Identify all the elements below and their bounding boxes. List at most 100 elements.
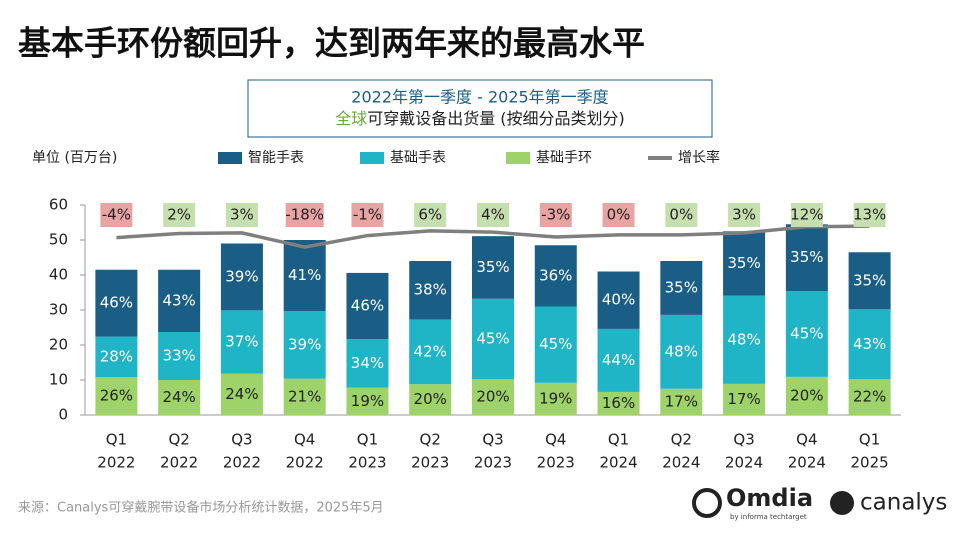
share-label: 33% (162, 347, 195, 365)
bar-segment (95, 269, 138, 337)
share-label: 42% (414, 342, 447, 360)
growth-label-box (351, 203, 384, 227)
bar-segment (534, 306, 577, 383)
share-label: 41% (288, 266, 321, 284)
y-tick-label: 20 (49, 336, 68, 354)
share-label: 43% (853, 335, 886, 353)
share-label: 20% (476, 388, 509, 406)
growth-label: -3% (541, 206, 570, 224)
bar-segment (346, 387, 389, 415)
bar-segment (534, 245, 577, 307)
x-tick-label: Q2 (671, 431, 692, 449)
x-tick-label: Q4 (796, 431, 817, 449)
logo-omdia: Omdia (726, 484, 813, 512)
x-tick-label: 2023 (474, 454, 512, 472)
growth-label-box (539, 203, 572, 227)
chart-title: 基本手环份额回升，达到两年来的最高水平 (18, 24, 645, 63)
growth-label-box (477, 203, 509, 227)
bar-segment (660, 314, 703, 389)
growth-label-box (100, 203, 133, 227)
share-label: 24% (225, 385, 258, 403)
growth-label: 6% (418, 206, 442, 224)
bar-segment (848, 252, 891, 310)
x-tick-label: Q2 (168, 431, 189, 449)
bar-segment (472, 298, 514, 380)
logo-canalys: canalys (860, 490, 947, 516)
x-tick-label: 2024 (662, 454, 700, 472)
growth-label: 0% (669, 206, 693, 224)
x-tick-label: Q4 (545, 431, 566, 449)
subtitle-2: 全球可穿戴设备出货量 (按细分品类划分) (335, 109, 625, 128)
share-label: 45% (539, 335, 572, 353)
share-label: 35% (476, 258, 509, 276)
x-tick-label: Q1 (106, 431, 127, 449)
x-tick-label: 2024 (725, 454, 763, 472)
x-tick-label: 2022 (97, 454, 135, 472)
x-tick-label: Q3 (231, 431, 252, 449)
share-label: 17% (727, 390, 760, 408)
share-label: 46% (351, 296, 384, 314)
legend-label: 智能手表 (248, 150, 304, 166)
x-tick-label: 2023 (537, 454, 575, 472)
bar-segment (848, 309, 891, 380)
subtitle-box (247, 79, 713, 138)
bar-segment (534, 382, 577, 415)
growth-label-box (665, 203, 698, 227)
share-label: 35% (790, 248, 823, 266)
bar-segment (597, 328, 640, 392)
bar-segment (95, 377, 138, 415)
share-label: 28% (100, 347, 133, 365)
share-label: 20% (790, 386, 823, 404)
bar-segment (220, 310, 263, 374)
y-tick-label: 0 (58, 406, 68, 424)
y-axis-label: 单位 (百万台) (32, 150, 117, 166)
subtitle-rest: 可穿戴设备出货量 (按细分品类划分) (367, 109, 625, 128)
share-label: 35% (665, 278, 698, 296)
share-label: 20% (414, 390, 447, 408)
bar-segment (723, 295, 766, 384)
growth-label: 3% (732, 206, 756, 224)
growth-label: 0% (607, 206, 631, 224)
bar-segment (472, 236, 514, 299)
canalys-icon (830, 491, 854, 515)
bar-segment (283, 378, 326, 415)
growth-label: -4% (102, 206, 131, 224)
bar-segment (723, 383, 766, 415)
share-label: 35% (853, 271, 886, 289)
share-label: 35% (727, 254, 760, 272)
x-tick-label: Q2 (420, 431, 441, 449)
bar-segment (597, 391, 640, 415)
bar-segment (346, 339, 389, 388)
legend-label: 增长率 (678, 149, 720, 166)
y-tick-label: 50 (49, 231, 68, 249)
x-tick-label: Q1 (859, 431, 880, 449)
share-label: 45% (790, 324, 823, 342)
growth-label: 12% (790, 206, 823, 224)
share-label: 24% (162, 388, 195, 406)
bar-segment (409, 261, 452, 320)
bar-segment (472, 379, 514, 415)
share-label: 19% (351, 392, 384, 410)
growth-label-box (285, 203, 324, 227)
share-label: 44% (602, 351, 635, 369)
x-tick-label: Q3 (733, 431, 754, 449)
share-label: 46% (100, 294, 133, 312)
bar-segment (409, 384, 452, 415)
bar-segment (848, 379, 891, 415)
growth-label: -1% (353, 206, 382, 224)
share-label: 43% (162, 291, 195, 309)
x-tick-label: 2022 (160, 454, 198, 472)
subtitle-highlight: 全球 (335, 109, 367, 128)
growth-label-box (163, 203, 196, 227)
growth-label-box (790, 203, 823, 227)
omdia-icon (692, 488, 722, 518)
bar-segment (785, 291, 828, 377)
bar-segment (409, 319, 452, 385)
share-label: 22% (853, 388, 886, 406)
share-label: 36% (539, 266, 572, 284)
legend-label: 基础手表 (390, 149, 446, 166)
bar-segment (597, 271, 640, 329)
share-label: 39% (225, 267, 258, 285)
bar-segment (785, 224, 828, 292)
